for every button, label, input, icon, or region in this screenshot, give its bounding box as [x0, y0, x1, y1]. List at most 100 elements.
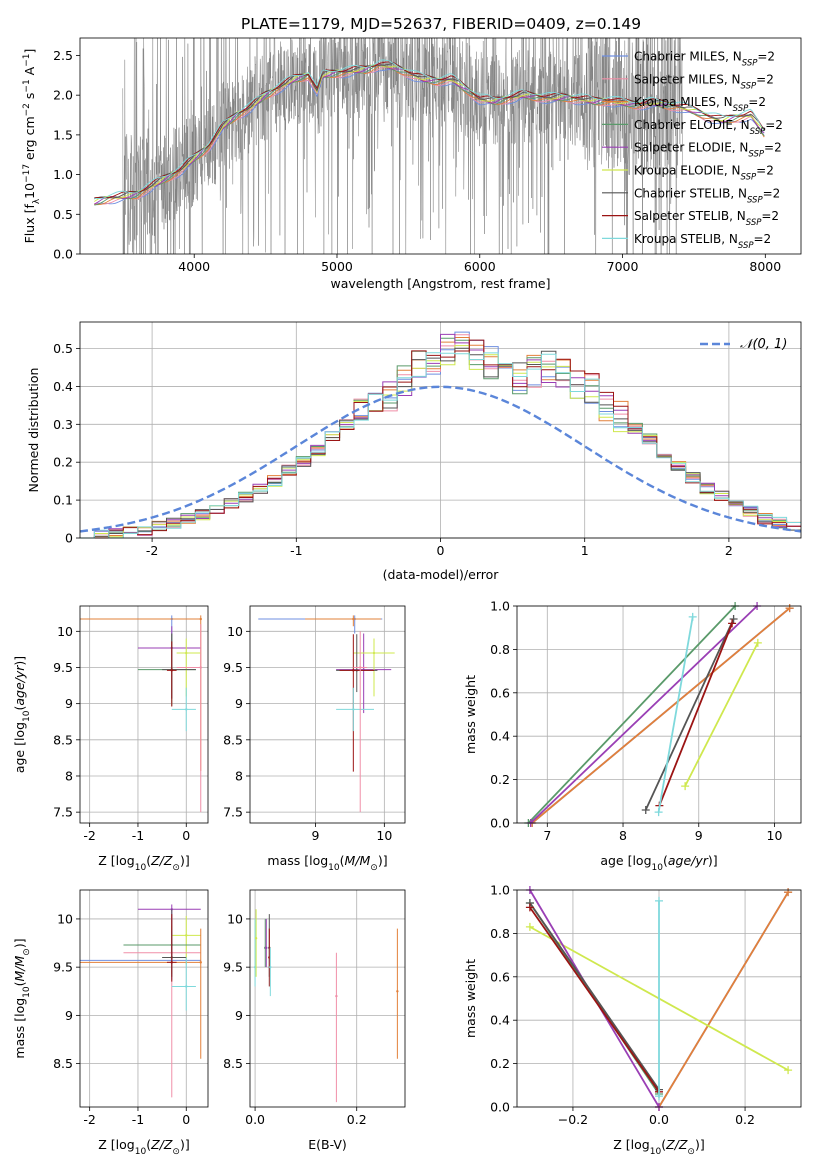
x-axis-label: Z [log10(Z/Z⊙)] — [613, 1137, 704, 1157]
x-tick-label: 5000 — [321, 259, 353, 274]
data-point — [199, 617, 202, 621]
y-tick-label: 1.0 — [490, 883, 510, 898]
y-tick-label: 9 — [235, 1008, 243, 1023]
weight-line — [529, 906, 660, 1093]
y-tick-label: 0 — [65, 531, 73, 546]
y-tick-label: 9.5 — [223, 660, 243, 675]
axes-frame — [249, 889, 406, 1108]
residual-histogram — [80, 347, 801, 539]
y-tick-label: 9 — [65, 1008, 73, 1023]
x-tick-label: 0.0 — [245, 1112, 265, 1127]
y-tick-label: 8.5 — [223, 1056, 243, 1071]
y-axis-label: Normed distribution — [26, 368, 41, 493]
y-tick-label: 0.0 — [490, 1100, 510, 1115]
y-axis-label: Flux [fλ10−17 erg cm−2 s−1 A−1] — [22, 49, 42, 244]
age-vs-mass-panel: 9 10 7.5 8 8.5 9 9.5 10 mass [log10(M/M⊙)] — [223, 605, 406, 873]
x-tick-label: −0.2 — [558, 1112, 588, 1127]
weight-line — [644, 618, 735, 811]
y-tick-label: 1.5 — [53, 127, 73, 142]
weight-marker — [525, 922, 534, 931]
x-tick-label: -2 — [83, 1112, 95, 1127]
data-point — [352, 669, 355, 672]
weight-vs-Z-panel: −0.2 0.0 0.2 0.0 0.2 0.4 0.6 0.8 1.0 Z [log10(Z/Z… — [463, 883, 802, 1157]
spectrum-plot-area — [94, 38, 765, 254]
spectrum-legend: Chabrier MILES, NSSP=2 Salpeter MILES, NS… — [602, 50, 783, 251]
x-tick-label: 0 — [437, 543, 445, 558]
x-tick-label: 1 — [581, 543, 589, 558]
weight-line — [658, 623, 733, 806]
x-tick-label: 2 — [725, 543, 733, 558]
y-tick-label: 0.4 — [490, 1013, 510, 1028]
y-tick-label: 2.0 — [53, 88, 73, 103]
y-axis-label: age [log10(age/yr)] — [12, 656, 32, 773]
age-vs-Z-panel: -2 -1 0 7.5 8 8.5 9 9.5 10 Z [log10(Z/Z⊙)] age [lo… — [12, 605, 209, 873]
residual-histogram — [80, 345, 801, 539]
x-axis-label: Z [log10(Z/Z⊙)] — [98, 1137, 189, 1157]
x-tick-label: 0.2 — [347, 1112, 367, 1127]
weight-marker — [784, 888, 793, 897]
axes-frame — [79, 889, 209, 1108]
errorbar-group — [80, 904, 202, 1098]
x-tick-label: -2 — [83, 828, 95, 843]
model-spectrum — [94, 61, 765, 199]
y-tick-label: 8.5 — [53, 732, 73, 747]
weight-marker — [753, 638, 762, 647]
weight-line — [527, 605, 736, 824]
x-tick-label: 0.0 — [649, 1112, 669, 1127]
x-tick-label: 6000 — [464, 259, 496, 274]
axes-frame — [79, 321, 802, 539]
data-point — [170, 961, 173, 964]
x-tick-label: 9 — [311, 828, 319, 843]
data-point — [352, 617, 355, 621]
legend-entry: Chabrier STELIB, NSSP=2 — [634, 186, 780, 205]
data-point — [199, 961, 202, 964]
y-tick-label: 0.1 — [53, 493, 73, 508]
weight-line — [684, 642, 759, 787]
y-tick-label: 10 — [57, 911, 73, 926]
weight-line — [529, 605, 758, 824]
residual-histogram — [80, 352, 801, 539]
axes-frame — [79, 605, 209, 824]
y-tick-label: 1.0 — [490, 599, 510, 614]
x-tick-label: -1 — [132, 828, 144, 843]
y-tick-label: 10 — [227, 911, 243, 926]
data-point — [199, 666, 202, 669]
residuals-panel: -2 -1 0 1 2 0 0.1 0.2 0.3 0.4 0.5 𝒩(0, 1) (data-mode… — [26, 321, 802, 582]
y-tick-label: 2.5 — [53, 48, 73, 63]
mass-vs-Z-panel: -2 -1 0 8.5 9 9.5 10 Z [log10(Z/Z⊙)] mass [log10… — [12, 889, 209, 1157]
weight-vs-age-panel: 7 8 9 10 0.0 0.2 0.4 0.6 0.8 1.0 age [log10(age/yr… — [463, 599, 802, 873]
weight-line — [658, 891, 789, 1108]
residual-histogram — [80, 333, 801, 539]
legend-entry: Salpeter ELODIE, NSSP=2 — [634, 141, 782, 160]
legend-entry: Salpeter MILES, NSSP=2 — [634, 72, 774, 91]
x-tick-label: 4000 — [178, 259, 210, 274]
x-axis-label: E(B-V) — [308, 1137, 347, 1152]
x-axis-label: mass [log10(M/M⊙)] — [267, 853, 387, 873]
weight-marker — [525, 903, 534, 912]
y-tick-label: 0.6 — [490, 969, 510, 984]
x-tick-label: 10 — [767, 828, 783, 843]
x-tick-label: 0 — [182, 828, 190, 843]
y-tick-label: 7.5 — [53, 805, 73, 820]
weight-marker — [654, 808, 663, 817]
legend-entry: Chabrier ELODIE, NSSP=2 — [634, 118, 783, 137]
y-tick-label: 0.5 — [53, 341, 73, 356]
figure-title: PLATE=1179, MJD=52637, FIBERID=0409, z=0… — [241, 15, 641, 33]
data-point — [265, 946, 268, 950]
legend-entry: Kroupa MILES, NSSP=2 — [634, 95, 766, 114]
mass-vs-ebv-panel: 0.0 0.2 8.5 9 9.5 10 E(B-V) — [223, 889, 406, 1152]
x-tick-label: -1 — [290, 543, 302, 558]
y-tick-label: 0.4 — [490, 729, 510, 744]
data-point — [185, 651, 188, 655]
normal-curve — [79, 385, 802, 533]
data-point — [352, 708, 355, 711]
legend-entry: Kroupa ELODIE, NSSP=2 — [634, 164, 774, 183]
x-tick-label: 7 — [543, 828, 551, 843]
weight-marker — [641, 805, 650, 814]
x-tick-label: 8 — [619, 828, 627, 843]
weight-line — [529, 902, 660, 1091]
errorbar-group — [253, 909, 399, 1103]
x-tick-label: 9 — [695, 828, 703, 843]
y-tick-label: 0.2 — [490, 772, 510, 787]
